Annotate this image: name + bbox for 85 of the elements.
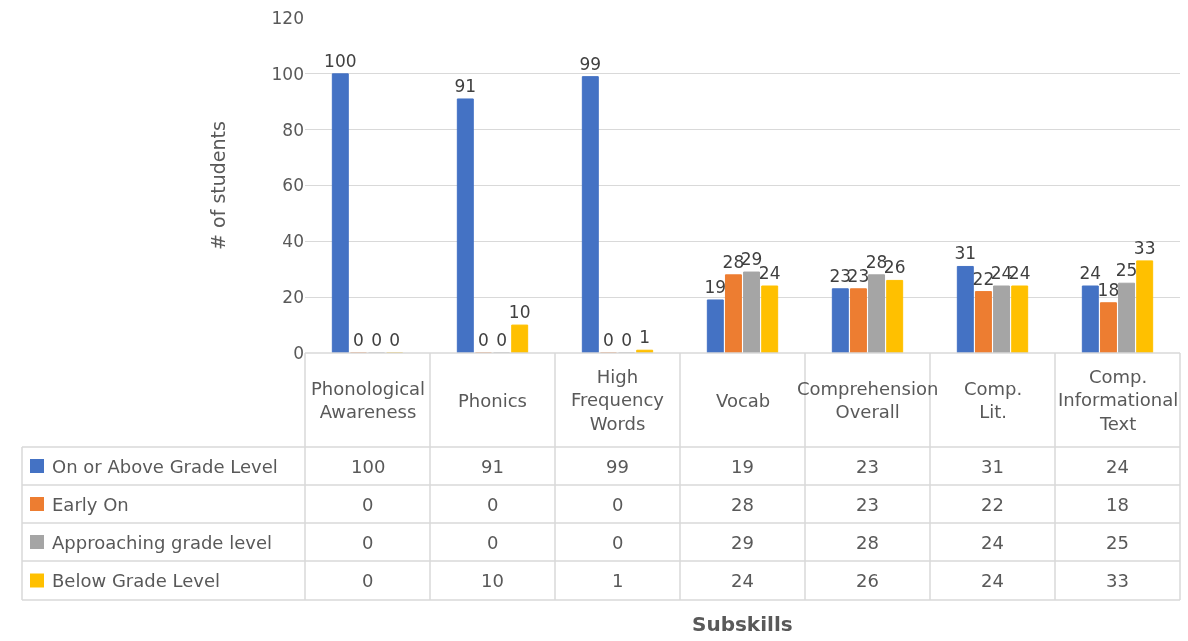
y-tick-label: 120 <box>271 7 304 28</box>
x-tick-label: Comp. Informational Text <box>1058 366 1179 434</box>
data-label: 0 <box>362 570 374 591</box>
data-label: 26 <box>856 570 879 591</box>
data-label: 0 <box>362 532 374 553</box>
data-label: 0 <box>362 494 374 515</box>
data-label: 0 <box>612 532 624 553</box>
legend-label: Below Grade Level <box>52 570 220 591</box>
bar <box>743 271 761 353</box>
annotation: 25 <box>1115 260 1138 281</box>
bar <box>761 285 779 353</box>
annotation: 99 <box>579 53 602 74</box>
data-label: 23 <box>856 494 879 515</box>
bar <box>1081 285 1099 353</box>
bar <box>1118 282 1136 353</box>
bar <box>831 288 849 353</box>
data-label: 100 <box>351 456 386 477</box>
x-tick-label: Comp. Lit. <box>964 378 1023 423</box>
x-tick-label: Phonics <box>458 390 527 411</box>
y-tick-label: 40 <box>282 231 304 252</box>
annotation: 0 <box>389 330 401 350</box>
bar <box>849 288 867 353</box>
y-tick-label: 80 <box>282 119 304 140</box>
x-tick-label: Phonological Awareness <box>311 378 426 423</box>
y-tick-label: 60 <box>282 175 304 196</box>
y-axis-title: # of students <box>207 121 230 250</box>
data-label: 31 <box>981 456 1004 477</box>
annotation: 0 <box>353 330 364 350</box>
annotation: 0 <box>478 330 489 350</box>
data-label: 24 <box>731 570 754 591</box>
data-label: 0 <box>612 494 624 515</box>
annotation: 0 <box>496 330 507 350</box>
x-tick-label: Vocab <box>716 390 771 411</box>
data-label: 99 <box>606 456 629 477</box>
annotation: 31 <box>954 243 977 264</box>
data-label: 29 <box>731 532 754 553</box>
bar <box>724 274 742 353</box>
data-label: 33 <box>1106 570 1129 591</box>
data-label: 91 <box>481 456 504 477</box>
data-label: 24 <box>981 570 1004 591</box>
data-label: 25 <box>1106 532 1129 553</box>
bar <box>993 285 1011 353</box>
annotation: 19 <box>704 276 727 297</box>
annotation: 33 <box>1133 237 1156 258</box>
data-label: 19 <box>731 456 754 477</box>
bar <box>1136 260 1154 353</box>
legend-label: On or Above Grade Level <box>52 456 278 477</box>
data-label: 0 <box>487 494 499 515</box>
data-label: 10 <box>481 570 504 591</box>
y-tick-label: 0 <box>293 342 304 363</box>
bar <box>331 73 349 353</box>
annotation: 24 <box>758 263 781 283</box>
bar <box>581 76 599 353</box>
legend-label: Early On <box>52 494 129 515</box>
annotation: 91 <box>454 75 477 96</box>
bar <box>974 291 992 353</box>
bar <box>868 274 886 353</box>
data-label: 18 <box>1106 494 1129 515</box>
y-tick-label: 100 <box>271 63 304 84</box>
y-tick-label: 20 <box>282 287 304 308</box>
bar <box>511 324 529 353</box>
annotation: 1 <box>639 327 651 348</box>
bar <box>886 279 904 353</box>
bar <box>706 299 724 353</box>
annotation: 0 <box>371 330 382 350</box>
annotation: 0 <box>603 330 614 350</box>
data-label: 0 <box>487 532 499 553</box>
data-label: 24 <box>981 532 1004 553</box>
data-label: 28 <box>856 532 879 553</box>
bar <box>956 265 974 353</box>
bar <box>456 98 474 353</box>
data-label: 23 <box>856 456 879 477</box>
x-tick-label: High Frequency Words <box>571 366 665 434</box>
annotation: 10 <box>508 302 531 323</box>
bar <box>1011 285 1029 353</box>
annotation: 0 <box>621 330 632 350</box>
legend-label: Approaching grade level <box>52 532 272 553</box>
text: Subskills <box>692 612 793 636</box>
annotation: 100 <box>324 50 357 71</box>
bar <box>1099 302 1117 353</box>
data-label: 28 <box>731 494 754 515</box>
data-label: 22 <box>981 494 1004 515</box>
data-label: 24 <box>1106 456 1129 477</box>
data-label: 1 <box>612 570 624 591</box>
x-tick-label: Comprehension Overall <box>797 378 939 423</box>
